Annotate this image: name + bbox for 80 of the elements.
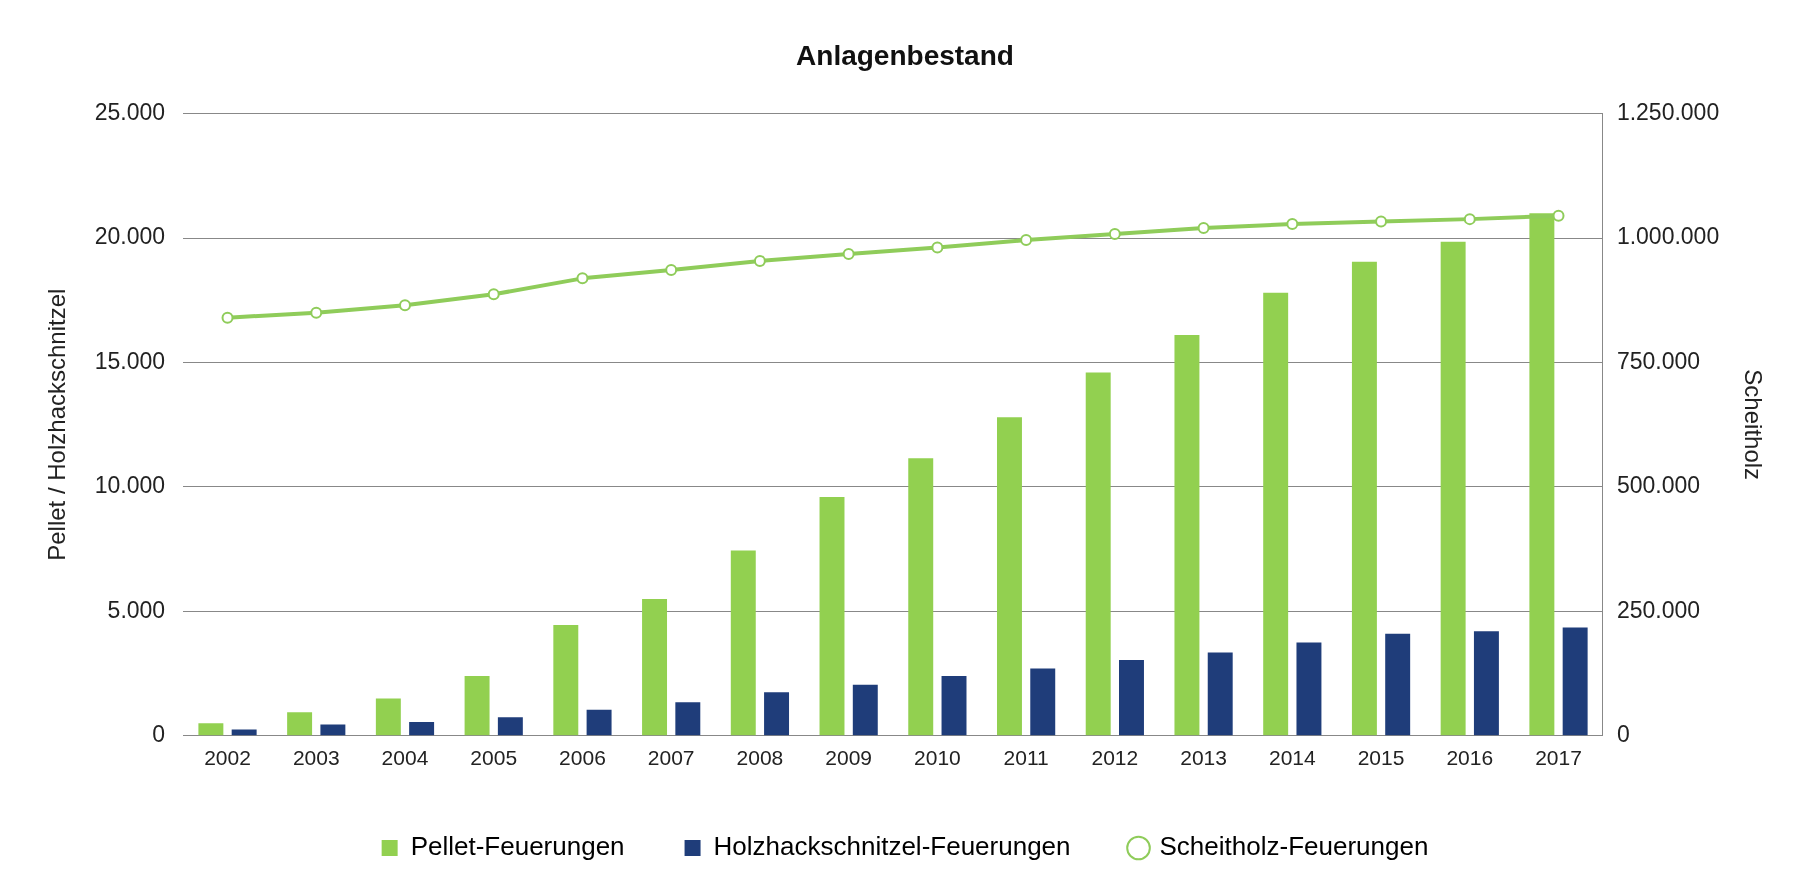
bar bbox=[553, 625, 579, 736]
y-tick-label: 5.000 bbox=[107, 596, 166, 623]
bar bbox=[1085, 372, 1111, 736]
x-tick-label: 2011 bbox=[1003, 746, 1049, 770]
point bbox=[1552, 209, 1565, 222]
x-tick-label: 2006 bbox=[559, 746, 606, 770]
x-tick-label: 2017 bbox=[1535, 746, 1582, 770]
bar bbox=[198, 723, 224, 736]
legend-label: Scheitholz-Feuerungen bbox=[1159, 831, 1429, 862]
bar bbox=[320, 724, 346, 736]
point bbox=[665, 263, 678, 276]
point bbox=[931, 241, 944, 254]
bar bbox=[1385, 633, 1411, 736]
point bbox=[842, 247, 855, 260]
x-tick-label: 2013 bbox=[1180, 746, 1227, 770]
bar bbox=[1207, 652, 1233, 736]
bar bbox=[1030, 668, 1056, 736]
y2-tick-label: 250.000 bbox=[1616, 596, 1701, 623]
y-tick-label: 0 bbox=[152, 721, 166, 748]
point bbox=[753, 254, 766, 267]
bar bbox=[409, 722, 435, 736]
bar bbox=[1296, 642, 1322, 736]
bar bbox=[1473, 631, 1499, 736]
bar bbox=[1119, 659, 1144, 736]
bar bbox=[642, 598, 668, 736]
y2-tick-label: 0 bbox=[1616, 721, 1630, 748]
x-tick-label: 2009 bbox=[825, 746, 873, 770]
x-tick-label: 2002 bbox=[204, 746, 251, 770]
bar bbox=[941, 676, 967, 736]
x-tick-label: 2014 bbox=[1268, 746, 1316, 770]
x-tick-label: 2010 bbox=[914, 746, 961, 770]
bar bbox=[764, 692, 790, 736]
bar bbox=[908, 458, 934, 736]
legend-label: Pellet-Feuerungen bbox=[410, 831, 625, 862]
x-tick-label: 2003 bbox=[292, 746, 340, 770]
bar bbox=[375, 698, 401, 736]
bar bbox=[1174, 335, 1200, 736]
bar bbox=[675, 702, 701, 736]
y2-tick-label: 750.000 bbox=[1616, 347, 1701, 374]
bar bbox=[287, 712, 313, 736]
bar bbox=[819, 496, 845, 736]
x-tick-label: 2008 bbox=[736, 746, 784, 770]
y-tick-label: 10.000 bbox=[94, 472, 166, 499]
bar bbox=[1440, 241, 1466, 736]
point bbox=[310, 306, 323, 319]
x-tick-label: 2016 bbox=[1446, 746, 1494, 770]
bar bbox=[852, 684, 878, 736]
point bbox=[1463, 213, 1476, 226]
bar bbox=[1351, 261, 1377, 736]
y2-tick-label: 1.000.000 bbox=[1616, 223, 1720, 250]
y-tick-label: 15.000 bbox=[94, 347, 166, 374]
y2-axis-title: Scheitholz bbox=[1739, 369, 1767, 481]
legend-label: Holzhackschnitzel-Feuerungen bbox=[713, 831, 1071, 862]
bar bbox=[497, 717, 523, 736]
point bbox=[1286, 218, 1299, 231]
bar bbox=[730, 550, 756, 736]
x-tick-label: 2007 bbox=[647, 746, 695, 770]
point bbox=[221, 311, 234, 324]
y-tick-label: 25.000 bbox=[94, 98, 166, 125]
x-tick-label: 2005 bbox=[470, 746, 518, 770]
point bbox=[487, 288, 500, 301]
x-tick-label: 2004 bbox=[381, 746, 429, 770]
point bbox=[1197, 222, 1210, 235]
y-axis-title: Pellet / Holzhackschnitzel bbox=[43, 288, 71, 561]
bar bbox=[464, 676, 490, 736]
bar bbox=[586, 709, 612, 736]
point bbox=[398, 299, 411, 312]
point bbox=[1108, 228, 1121, 241]
bar bbox=[1263, 292, 1289, 736]
y-tick-label: 20.000 bbox=[94, 223, 166, 250]
point bbox=[1020, 234, 1033, 247]
bar bbox=[1562, 627, 1588, 736]
y2-tick-label: 500.000 bbox=[1616, 472, 1701, 499]
bar bbox=[997, 417, 1022, 736]
x-tick-label: 2012 bbox=[1091, 746, 1139, 770]
x-tick-label: 2015 bbox=[1357, 746, 1405, 770]
y2-tick-label: 1.250.000 bbox=[1616, 98, 1720, 125]
point bbox=[1375, 215, 1388, 228]
chart-title: Anlagenbestand bbox=[796, 39, 1014, 71]
point bbox=[576, 272, 589, 285]
